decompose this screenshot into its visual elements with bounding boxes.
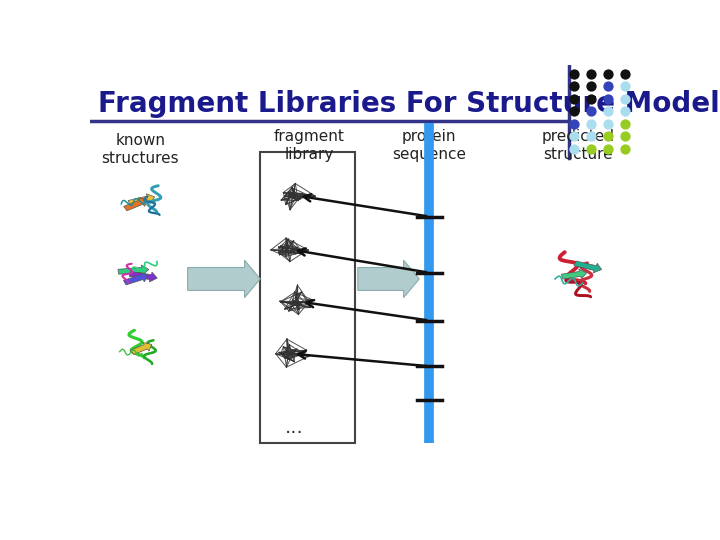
Polygon shape — [128, 194, 155, 205]
Point — [585, 119, 597, 128]
Polygon shape — [124, 198, 148, 211]
Point — [585, 132, 597, 140]
Text: predicted
structure: predicted structure — [541, 129, 615, 161]
Point — [602, 82, 613, 91]
Point — [618, 107, 630, 116]
Polygon shape — [130, 342, 152, 355]
Point — [569, 132, 580, 140]
Point — [585, 94, 597, 103]
Point — [602, 145, 613, 153]
Point — [569, 82, 580, 91]
Text: fragment
library: fragment library — [274, 129, 345, 161]
Polygon shape — [562, 269, 587, 279]
Point — [585, 70, 597, 78]
Text: known
structures: known structures — [102, 133, 179, 166]
Point — [569, 107, 580, 116]
Point — [602, 94, 613, 103]
Point — [602, 132, 613, 140]
Polygon shape — [574, 261, 602, 273]
Polygon shape — [129, 272, 157, 282]
Text: protein
sequence: protein sequence — [392, 129, 467, 161]
Point — [569, 70, 580, 78]
Point — [585, 107, 597, 116]
Point — [618, 70, 630, 78]
Point — [618, 94, 630, 103]
Text: ...: ... — [285, 418, 304, 437]
Point — [618, 145, 630, 153]
Polygon shape — [358, 260, 419, 298]
Point — [569, 119, 580, 128]
Polygon shape — [118, 265, 149, 275]
Point — [602, 119, 613, 128]
Point — [585, 145, 597, 153]
Text: Fragment Libraries For Structure Modeling: Fragment Libraries For Structure Modelin… — [99, 90, 720, 118]
Point — [585, 82, 597, 91]
Point — [618, 132, 630, 140]
Point — [569, 145, 580, 153]
Polygon shape — [188, 260, 260, 298]
Point — [602, 107, 613, 116]
Bar — [260, 152, 355, 443]
Polygon shape — [123, 273, 148, 285]
Point — [602, 70, 613, 78]
Point — [618, 119, 630, 128]
Point — [569, 94, 580, 103]
Point — [618, 82, 630, 91]
